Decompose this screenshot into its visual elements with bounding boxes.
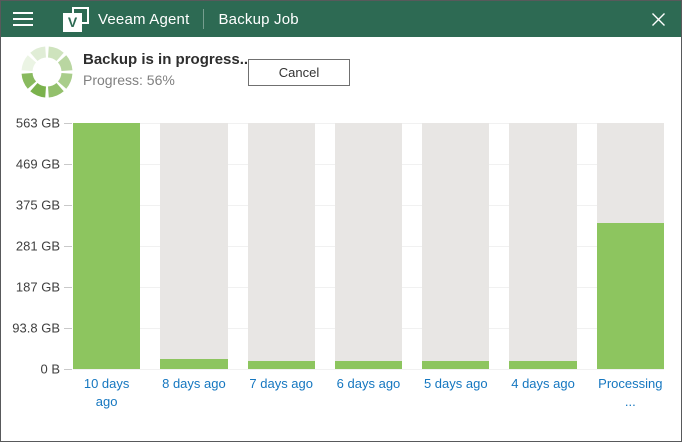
hamburger-menu-icon[interactable] — [1, 1, 45, 37]
close-icon[interactable] — [635, 1, 681, 37]
bar-fill — [334, 361, 403, 369]
view-title: Backup Job — [218, 10, 299, 28]
progress-spinner-icon — [21, 46, 73, 98]
chart-bar — [247, 123, 315, 369]
chart-bar — [422, 123, 490, 369]
chart-bar — [334, 123, 403, 369]
bar-fill — [596, 223, 664, 369]
y-axis-tick — [64, 369, 72, 370]
progress-percent-label: Progress: 56% — [83, 72, 175, 88]
y-axis-tick — [64, 123, 72, 124]
y-axis-label: 281 GB — [15, 238, 60, 254]
y-axis-tick — [64, 164, 72, 165]
bar-background — [509, 123, 577, 369]
bar-fill — [509, 361, 577, 369]
backup-history-chart: 563 GB 469 GB 375 GB 281 GB 187 GB 93.8 GB 0 B — [12, 116, 664, 377]
chart-x-axis: 10 days ago 8 days ago 7 days ago 6 days ag… — [73, 375, 664, 410]
y-axis-label: 469 GB — [15, 156, 60, 172]
bar-background — [334, 123, 403, 369]
x-axis-label: 6 days ago — [336, 376, 401, 391]
gridline — [73, 369, 664, 370]
y-axis-label: 0 B — [40, 361, 60, 377]
veeam-logo-icon: V — [63, 6, 89, 32]
y-axis-tick — [64, 205, 72, 206]
cancel-button[interactable]: Cancel — [248, 59, 350, 86]
chart-bar — [73, 123, 141, 369]
title-separator — [203, 9, 205, 29]
bar-fill — [160, 358, 228, 369]
chart-bar — [160, 123, 228, 369]
chart-bar — [596, 123, 664, 369]
x-axis-label: Processing ... — [598, 376, 663, 409]
y-axis-label: 187 GB — [15, 279, 60, 295]
chart-bar — [509, 123, 577, 369]
status-row: Backup is in progress... Progress: 56% C… — [1, 37, 681, 113]
x-axis-label: 5 days ago — [423, 376, 488, 391]
bar-background — [247, 123, 315, 369]
bar-fill — [247, 361, 315, 369]
y-axis-tick — [64, 328, 72, 329]
bar-background — [160, 123, 228, 369]
x-axis-label: 4 days ago — [511, 376, 575, 391]
x-axis-label: 7 days ago — [249, 376, 313, 391]
titlebar: V Veeam Agent Backup Job — [1, 1, 681, 37]
y-axis-label: 563 GB — [15, 115, 60, 131]
chart-bars — [73, 123, 664, 369]
bar-background — [422, 123, 490, 369]
bar-fill — [73, 123, 141, 369]
y-axis-label: 375 GB — [15, 197, 60, 213]
y-axis-label: 93.8 GB — [12, 320, 60, 336]
x-axis-label: 8 days ago — [162, 376, 226, 391]
y-axis-tick — [64, 287, 72, 288]
y-axis-tick — [64, 246, 72, 247]
status-message: Backup is in progress... — [83, 51, 253, 68]
veeam-logo-letter: V — [63, 12, 82, 32]
app-title: Veeam Agent — [98, 10, 190, 28]
x-axis-label: 10 days ago — [83, 376, 130, 409]
bar-fill — [422, 361, 490, 369]
